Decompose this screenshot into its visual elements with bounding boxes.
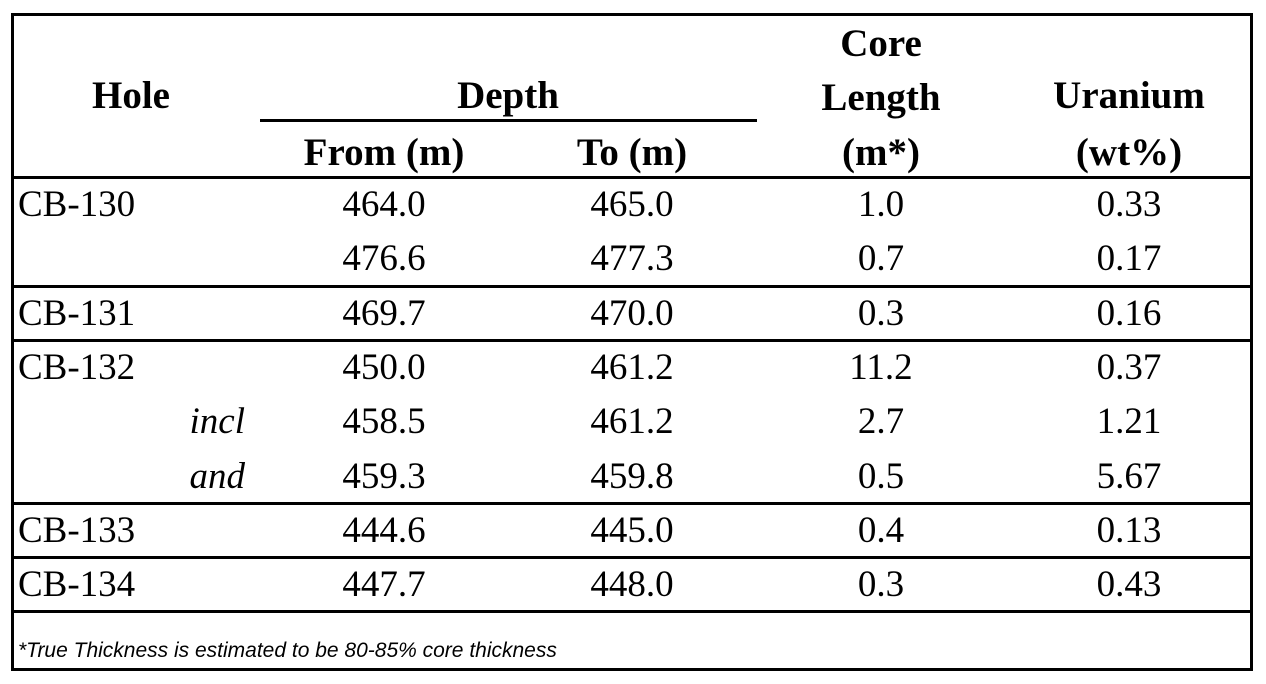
cell-to: 445.0 [590,510,674,551]
cell-from: 464.0 [342,184,426,225]
header-core-line1: Core [840,22,922,65]
cell-uranium: 0.17 [1096,238,1162,279]
cell-core-length: 2.7 [857,401,905,442]
cell-hole: CB-131 [18,293,136,334]
cell-from: 476.6 [342,238,426,279]
group-separator-cb132 [11,339,1253,342]
cell-core-length: 0.4 [857,510,905,551]
cell-to: 459.8 [590,456,674,497]
header-hole: Hole [92,74,170,117]
cell-core-length: 0.5 [857,456,905,497]
header-core-line3: (m*) [842,131,920,174]
header-depth: Depth [457,74,559,117]
cell-to: 461.2 [590,347,674,388]
cell-from: 469.7 [342,293,426,334]
cell-to: 461.2 [590,401,674,442]
cell-core-length: 0.7 [857,238,905,279]
cell-to: 448.0 [590,564,674,605]
cell-to: 465.0 [590,184,674,225]
cell-uranium: 0.43 [1096,564,1162,605]
cell-core-length: 0.3 [857,293,905,334]
cell-hole: CB-133 [18,510,136,551]
cell-core-length: 0.3 [857,564,905,605]
cell-core-length: 1.0 [857,184,905,225]
cell-uranium: 0.33 [1096,184,1162,225]
header-separator [11,176,1253,179]
header-to: To (m) [576,131,688,174]
footnote: *True Thickness is estimated to be 80-85… [18,639,557,662]
cell-from: 444.6 [342,510,426,551]
cell-hole: CB-134 [18,564,136,605]
cell-uranium: 0.37 [1096,347,1162,388]
cell-uranium: 0.16 [1096,293,1162,334]
cell-qualifier: incl [189,401,245,442]
cell-uranium: 0.13 [1096,510,1162,551]
cell-from: 459.3 [342,456,426,497]
table-frame [11,13,1253,671]
group-separator-cb133 [11,502,1253,505]
cell-from: 447.7 [342,564,426,605]
group-separator-cb134 [11,556,1253,559]
cell-hole: CB-130 [18,184,136,225]
cell-uranium: 1.21 [1096,401,1162,442]
cell-to: 470.0 [590,293,674,334]
cell-core-length: 11.2 [849,347,913,388]
cell-uranium: 5.67 [1096,456,1162,497]
cell-hole: CB-132 [18,347,136,388]
depth-underline [260,119,757,122]
header-uranium-line2: (wt%) [1075,131,1183,174]
cell-from: 450.0 [342,347,426,388]
group-separator-cb131 [11,285,1253,288]
cell-to: 477.3 [590,238,674,279]
cell-from: 458.5 [342,401,426,442]
header-from: From (m) [303,131,465,174]
header-uranium-line1: Uranium [1053,74,1205,117]
footnote-separator [11,610,1253,613]
cell-qualifier: and [189,456,246,497]
header-core-line2: Length [821,76,941,119]
